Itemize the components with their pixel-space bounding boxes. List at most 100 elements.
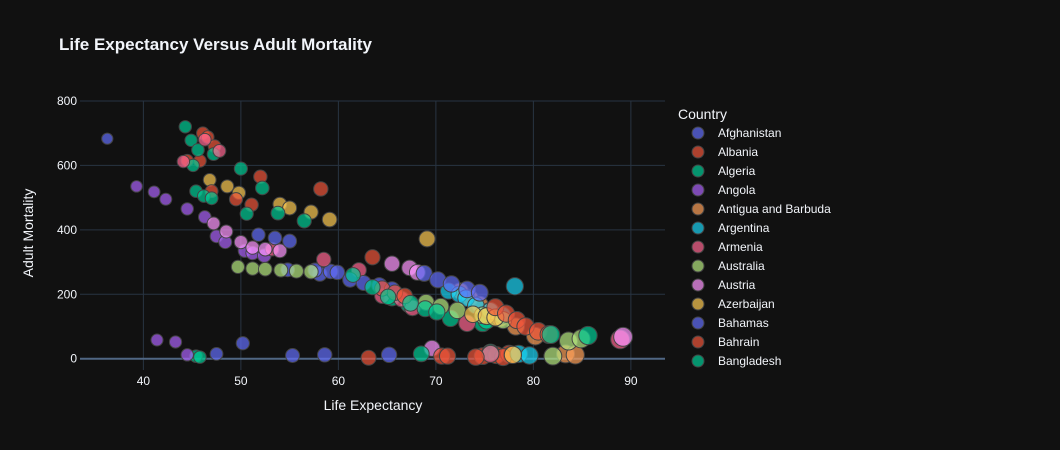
data-point-armenia <box>316 251 332 268</box>
legend-label-bahamas: Bahamas <box>718 316 769 330</box>
legend-marker-angola <box>691 183 705 197</box>
legend-marker-armenia <box>691 240 705 254</box>
legend-label-argentina: Argentina <box>718 221 770 235</box>
x-tick-label: 40 <box>137 374 151 388</box>
data-point-angola <box>147 185 161 199</box>
legend-marker-austria <box>691 278 705 292</box>
data-point-bahamas <box>442 275 461 293</box>
data-point-angola <box>150 333 164 347</box>
legend-marker-afghanistan <box>691 126 705 140</box>
data-point-bahamas <box>251 227 266 242</box>
data-point-armenia <box>212 144 227 158</box>
data-point-bangladesh <box>428 303 446 321</box>
legend-title: Country <box>678 106 727 122</box>
legend-label-algeria: Algeria <box>718 164 756 178</box>
data-point-azerbaijan <box>202 173 217 187</box>
data-point-bahamas <box>282 233 298 249</box>
legend-marker-albania <box>691 145 705 159</box>
y-tick-label: 200 <box>57 287 77 301</box>
legend-label-armenia: Armenia <box>718 240 763 254</box>
data-point-bahamas <box>317 347 333 363</box>
legend-label-austria: Austria <box>718 278 756 292</box>
data-point-bahrain <box>438 347 457 365</box>
data-point-armenia <box>198 132 212 147</box>
data-point-bangladesh <box>379 288 397 306</box>
data-point-afghanistan <box>101 132 114 145</box>
legend-label-bahrain: Bahrain <box>718 335 759 349</box>
data-point-algeria <box>191 143 205 157</box>
chart-title: Life Expectancy Versus Adult Mortality <box>59 35 373 54</box>
data-point-afghanistan <box>209 346 224 361</box>
data-point-bahamas <box>380 346 398 364</box>
x-tick-label: 60 <box>332 374 346 388</box>
axis-ticks: 40 50 60 70 80 90 0 200 400 600 800 <box>57 94 638 388</box>
data-point-albania <box>360 349 377 366</box>
x-tick-label: 50 <box>234 374 248 388</box>
data-point-angola <box>130 180 143 193</box>
data-point-austria <box>219 224 234 239</box>
data-point-bahamas <box>235 336 250 351</box>
data-point-albania <box>364 249 381 266</box>
data-point-austria <box>233 235 248 250</box>
data-point-austria <box>383 255 401 272</box>
legend-label-albania: Albania <box>718 145 758 159</box>
x-tick-label: 70 <box>429 374 443 388</box>
data-point-bangladesh <box>255 180 270 196</box>
data-point-azerbaijan <box>220 179 235 194</box>
data-point-bangladesh <box>239 206 254 221</box>
data-point-angola <box>159 192 173 206</box>
legend[interactable]: Afghanistan Albania Algeria Angola Antigua a… <box>691 126 831 368</box>
legend-label-antigua-and-barbuda: Antigua and Barbuda <box>718 202 831 216</box>
data-point-austria <box>613 326 633 347</box>
x-tick-label: 90 <box>624 374 638 388</box>
data-point-angola <box>180 348 194 362</box>
data-point-armenia <box>176 154 191 169</box>
data-point-australia <box>448 301 467 320</box>
data-points <box>101 120 633 367</box>
legend-marker-argentina <box>691 221 705 235</box>
data-point-algeria <box>233 161 248 176</box>
data-point-bahamas <box>470 283 489 302</box>
data-point-angola <box>180 202 194 216</box>
data-point-bangladesh <box>578 325 598 346</box>
data-point-australia <box>230 259 246 275</box>
data-point-algeria <box>178 120 193 134</box>
legend-label-azerbaijan: Azerbaijan <box>718 297 775 311</box>
data-point-azerbaijan <box>321 211 338 228</box>
data-point-bangladesh <box>204 191 219 206</box>
y-tick-label: 400 <box>57 223 77 237</box>
data-point-australia <box>288 263 304 279</box>
data-point-algeria <box>184 133 198 148</box>
legend-marker-bangladesh <box>691 354 705 368</box>
legend-marker-azerbaijan <box>691 297 705 311</box>
y-tick-label: 0 <box>70 352 77 366</box>
data-point-austria <box>206 216 221 231</box>
data-point-bangladesh <box>345 267 361 283</box>
legend-label-afghanistan: Afghanistan <box>718 126 781 140</box>
data-point-azerbaijan <box>418 230 436 248</box>
legend-label-bangladesh: Bangladesh <box>718 354 781 368</box>
data-point-bangladesh <box>364 279 381 296</box>
data-point-bahrain <box>467 348 485 366</box>
data-point-bangladesh <box>270 205 286 221</box>
legend-marker-antigua-and-barbuda <box>691 202 705 216</box>
x-axis-title: Life Expectancy <box>324 397 423 413</box>
data-point-afghanistan <box>329 264 346 281</box>
data-point-bahamas <box>285 348 301 364</box>
legend-marker-algeria <box>691 164 705 178</box>
data-point-austria <box>257 241 273 257</box>
legend-label-angola: Angola <box>718 183 756 197</box>
data-point-bangladesh <box>193 350 207 364</box>
data-point-armenia <box>481 344 500 363</box>
data-point-bahamas <box>267 230 283 246</box>
data-point-bangladesh <box>296 213 312 229</box>
y-tick-label: 800 <box>57 94 77 108</box>
data-point-azerbaijan <box>503 345 523 364</box>
data-point-australia <box>257 261 273 277</box>
legend-marker-bahrain <box>691 335 705 349</box>
data-point-angola <box>168 335 183 349</box>
data-point-austria <box>245 240 260 255</box>
data-point-bangladesh <box>412 345 430 363</box>
